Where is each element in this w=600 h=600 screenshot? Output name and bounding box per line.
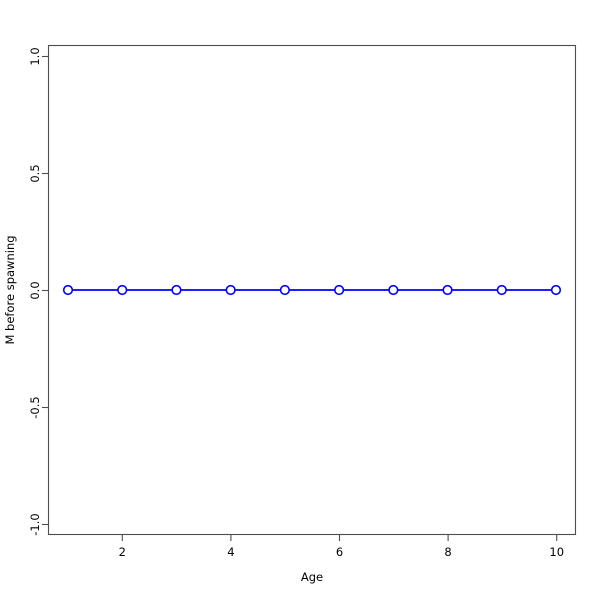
data-point-marker <box>117 284 128 296</box>
y-tick-label-0.0: 0.0 <box>28 281 42 299</box>
data-point-marker <box>225 284 236 296</box>
x-tick-label-4: 4 <box>227 545 234 559</box>
data-point-marker <box>279 284 290 296</box>
data-point-marker <box>442 284 453 296</box>
y-tick-label-0.5: 0.5 <box>28 164 42 182</box>
y-tick-label--0.5: -0.5 <box>28 396 42 418</box>
data-point-marker <box>171 284 182 296</box>
x-axis-tick-labels: 2 4 6 8 10 <box>119 545 564 559</box>
x-tick-label-10: 10 <box>549 545 564 559</box>
y-tick-label--1.0: -1.0 <box>28 513 42 535</box>
x-tick-label-6: 6 <box>336 545 343 559</box>
data-point-marker <box>496 284 507 296</box>
y-axis-tick-labels: 1.0 0.5 0.0 -0.5 -1.0 <box>28 47 42 535</box>
data-point-marker <box>62 284 74 296</box>
y-axis-title: M before spawning <box>3 235 17 344</box>
y-tick-label-1.0: 1.0 <box>28 47 42 65</box>
y-axis-ticks <box>42 55 49 526</box>
x-axis-ticks <box>121 534 558 541</box>
x-tick-label-2: 2 <box>119 545 126 559</box>
data-series-m-before-spawning <box>62 284 562 296</box>
x-tick-label-8: 8 <box>444 545 451 559</box>
x-axis-title: Age <box>301 570 323 584</box>
data-point-marker <box>550 284 562 296</box>
data-point-marker <box>334 284 345 296</box>
data-point-marker <box>388 284 399 296</box>
